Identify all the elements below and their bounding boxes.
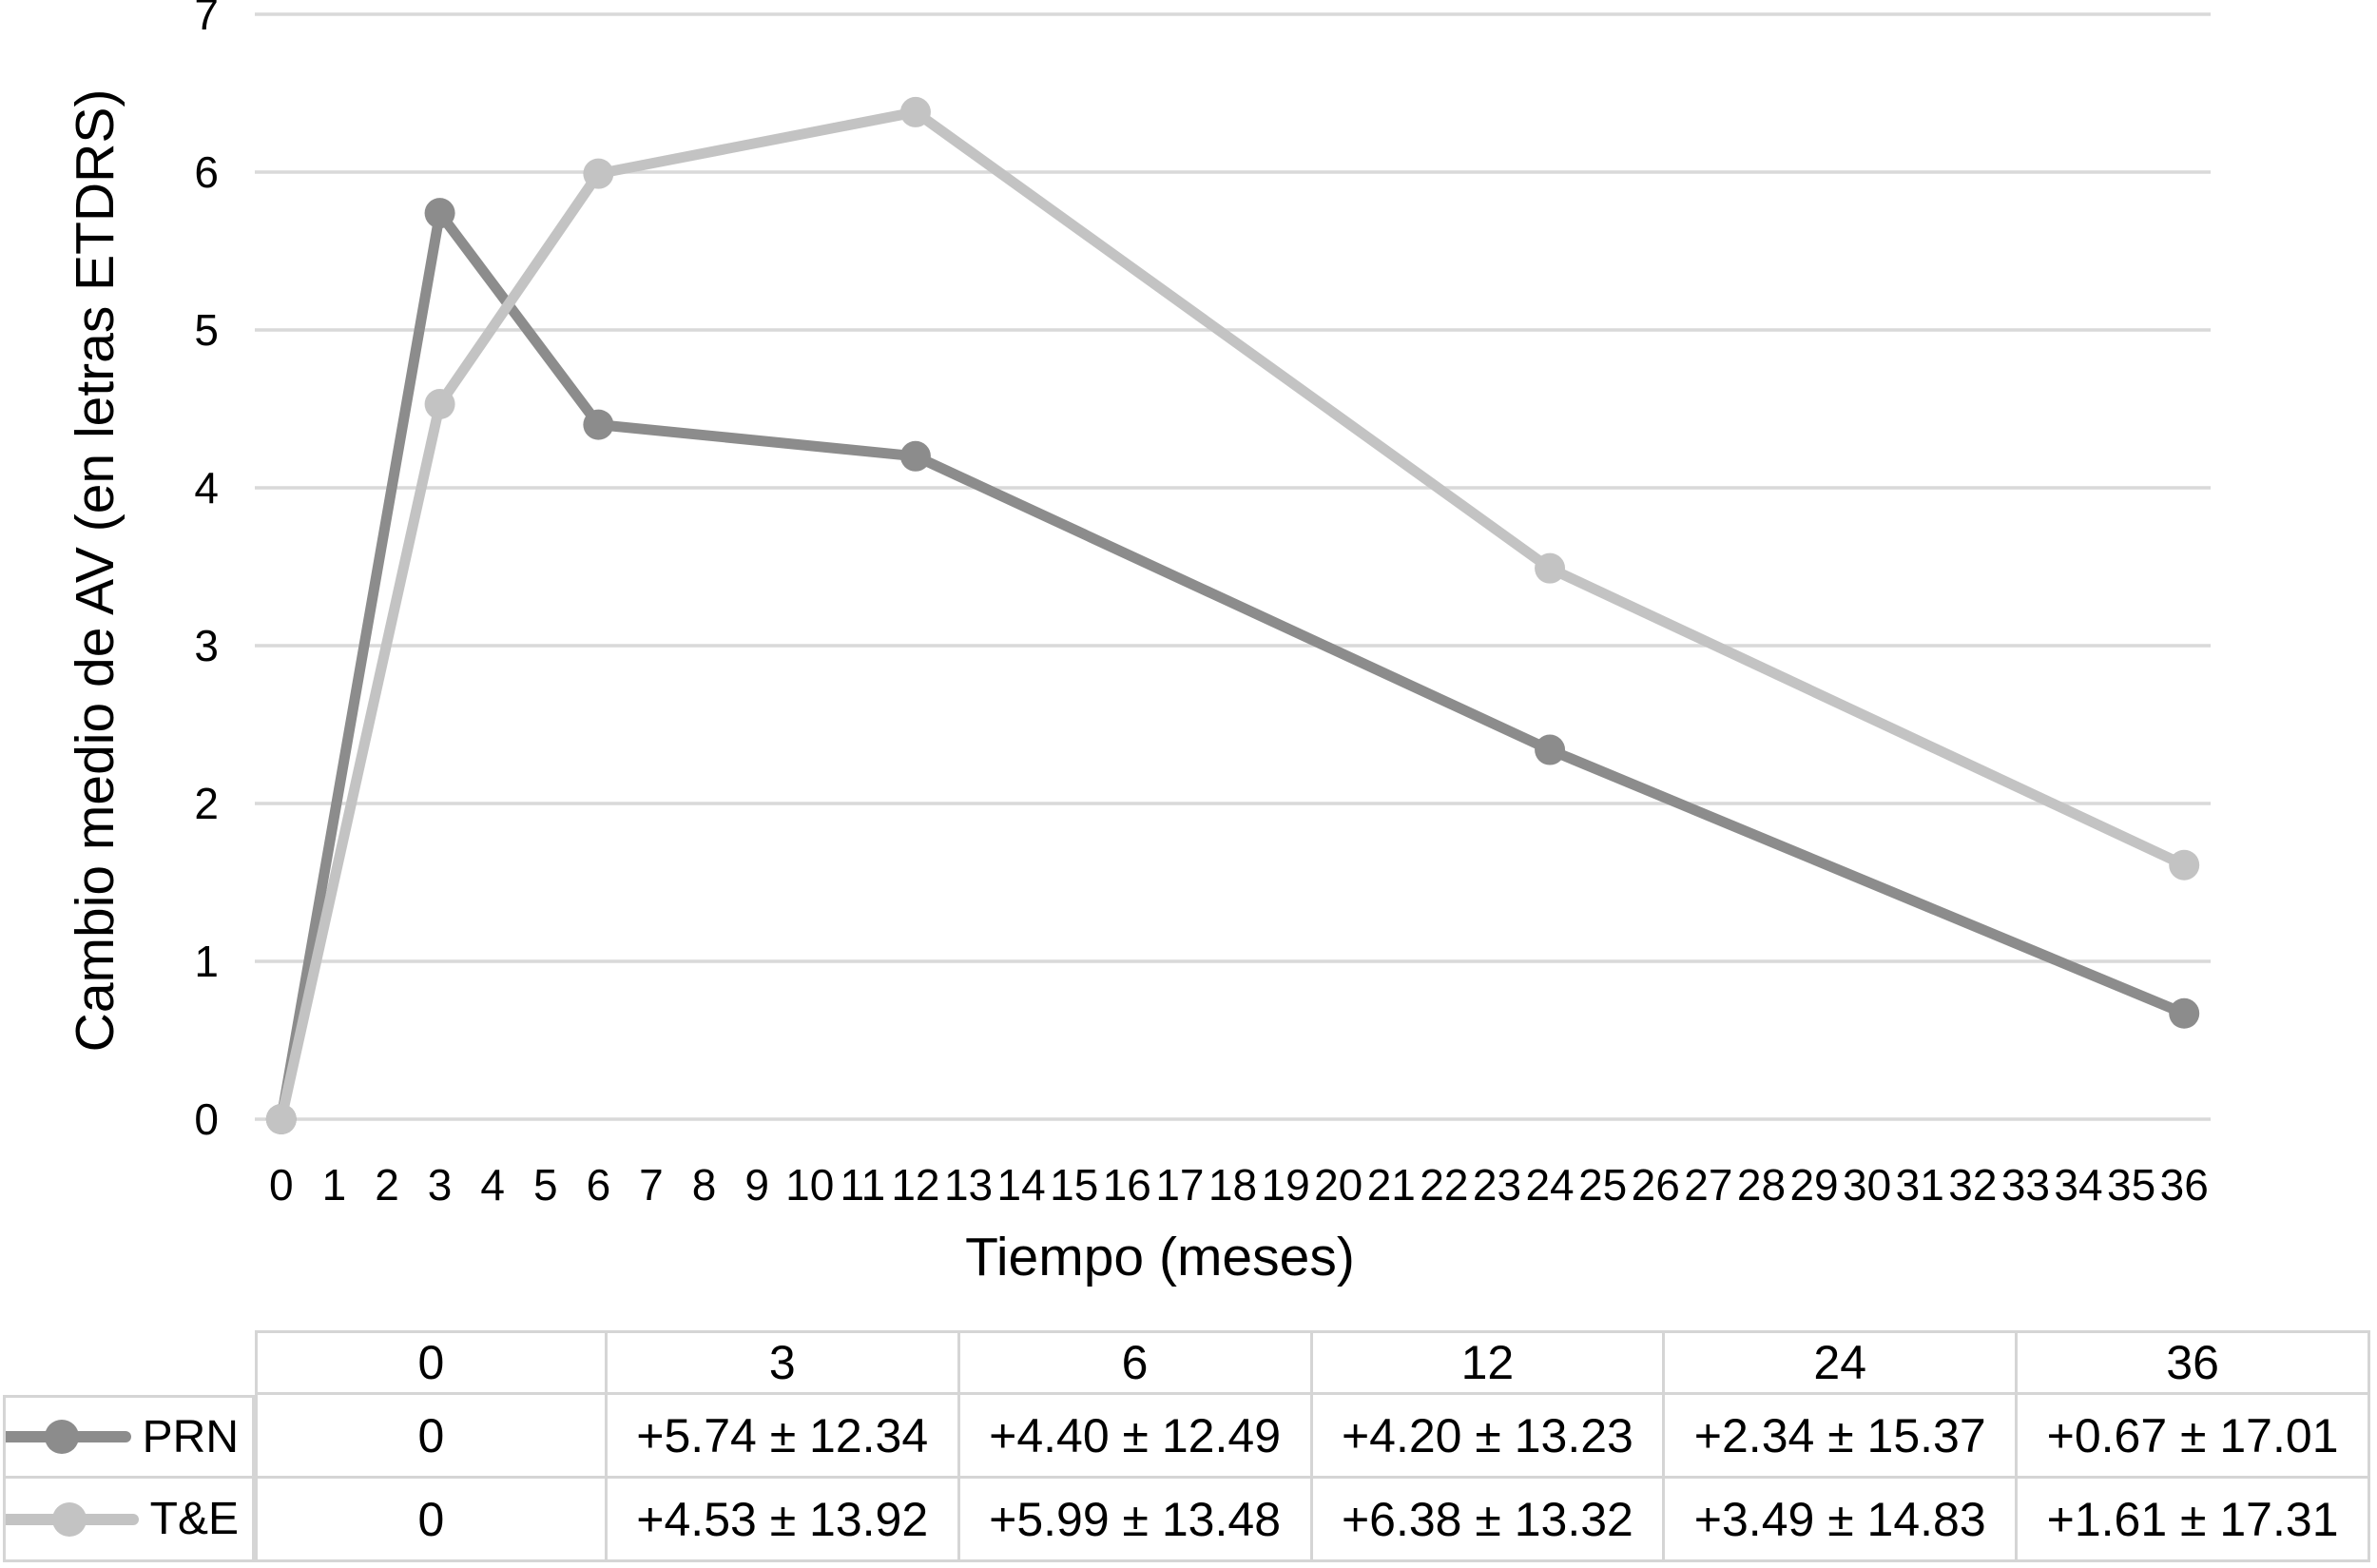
x-axis-title: Tiempo (meses) [965,1227,1355,1287]
y-tick-label: 4 [194,463,219,513]
table-cell: +4.53 ± 13.92 [607,1479,960,1562]
x-tick-label: 20 [1314,1160,1362,1210]
table-cell: +2.34 ± 15.37 [1665,1395,2019,1479]
x-tick-label: 1 [322,1160,347,1210]
data-point [1535,734,1566,765]
x-tick-label: 17 [1155,1160,1204,1210]
x-tick-label: 33 [2001,1160,2050,1210]
y-axis-ticks: 0 1 2 3 4 5 6 7 [194,0,219,1144]
x-tick-label: 12 [891,1160,939,1210]
te-series-marker-icon [6,1501,139,1537]
data-point [899,440,931,472]
y-tick-label: 6 [194,147,219,197]
x-tick-label: 7 [639,1160,664,1210]
data-point [424,389,455,420]
table-cell: +6.38 ± 13.32 [1312,1479,1666,1562]
y-tick-label: 0 [194,1094,219,1144]
x-tick-label: 18 [1208,1160,1257,1210]
data-point [1535,552,1566,584]
table-cell: +4.20 ± 13.23 [1312,1395,1666,1479]
table-header-cell: 12 [1312,1330,1666,1395]
table-header-cell: 24 [1665,1330,2019,1395]
table-cell: +1.61 ± 17.31 [2018,1479,2370,1562]
x-tick-label: 6 [587,1160,611,1210]
x-tick-label: 25 [1578,1160,1627,1210]
y-tick-label: 1 [194,937,219,986]
x-tick-label: 15 [1050,1160,1098,1210]
x-tick-label: 19 [1262,1160,1310,1210]
x-axis-ticks: 0 1 2 3 4 5 6 7 8 9 10 11 12 13 14 15 16 17 18 19 20 21 22 23 24… [269,1160,2209,1210]
table-header-cell: 0 [255,1330,608,1395]
y-tick-label: 5 [194,305,219,355]
data-point [424,198,455,229]
data-point [899,96,931,127]
x-tick-label: 3 [428,1160,453,1210]
data-table: 0 3 6 12 24 36 PRN 0 +5.74 ± 12.34 +4.40… [3,1330,2370,1562]
x-tick-label: 13 [944,1160,993,1210]
prn-legend-dot [44,1420,79,1454]
y-tick-label: 2 [194,779,219,828]
x-tick-label: 26 [1632,1160,1680,1210]
x-tick-label: 10 [785,1160,834,1210]
x-tick-label: 22 [1420,1160,1468,1210]
series-line [276,106,2190,1125]
table-cell: +4.40 ± 12.49 [959,1395,1313,1479]
x-tick-label: 9 [744,1160,769,1210]
x-tick-label: 24 [1525,1160,1574,1210]
x-tick-label: 21 [1367,1160,1416,1210]
x-tick-label: 30 [1843,1160,1891,1210]
table-cell: +0.67 ± 17.01 [2018,1395,2370,1479]
table-cell: 0 [255,1479,608,1562]
y-tick-label: 7 [194,0,219,39]
x-tick-label: 28 [1737,1160,1786,1210]
data-point [265,1104,297,1134]
table-corner-cell [3,1330,255,1395]
legend-item-prn: PRN [3,1395,255,1479]
x-tick-label: 5 [533,1160,558,1210]
data-point [2169,997,2200,1029]
x-tick-label: 31 [1896,1160,1944,1210]
x-tick-label: 23 [1473,1160,1521,1210]
series-group [265,96,2200,1134]
x-tick-label: 32 [1948,1160,1997,1210]
x-tick-label: 14 [997,1160,1046,1210]
table-header-cell: 36 [2018,1330,2370,1395]
legend-label: T&E [149,1494,239,1544]
prn-series-marker-icon [6,1420,131,1454]
x-tick-label: 8 [692,1160,717,1210]
legend-label: PRN [142,1411,239,1462]
table-cell: +3.49 ± 14.83 [1665,1479,2019,1562]
table-cell: +5.99 ± 13.48 [959,1479,1313,1562]
data-point [583,409,614,440]
table-header-cell: 3 [607,1330,960,1395]
legend-item-te: T&E [3,1479,255,1562]
data-point [2169,849,2200,881]
data-point [583,158,614,189]
x-tick-label: 4 [480,1160,505,1210]
table-cell: +5.74 ± 12.34 [607,1395,960,1479]
table-cell: 0 [255,1395,608,1479]
x-tick-label: 29 [1789,1160,1838,1210]
x-tick-label: 11 [840,1160,885,1210]
x-tick-label: 27 [1684,1160,1732,1210]
x-tick-label: 16 [1103,1160,1151,1210]
x-tick-label: 36 [2160,1160,2209,1210]
x-tick-label: 2 [375,1160,399,1210]
table-header-cell: 6 [959,1330,1313,1395]
x-tick-label: 35 [2107,1160,2155,1210]
gridlines [255,12,2211,1121]
x-tick-label: 0 [269,1160,294,1210]
te-legend-dot [51,1501,87,1537]
x-tick-label: 34 [2054,1160,2102,1210]
y-tick-label: 3 [194,621,219,670]
series-line [276,207,2190,1125]
